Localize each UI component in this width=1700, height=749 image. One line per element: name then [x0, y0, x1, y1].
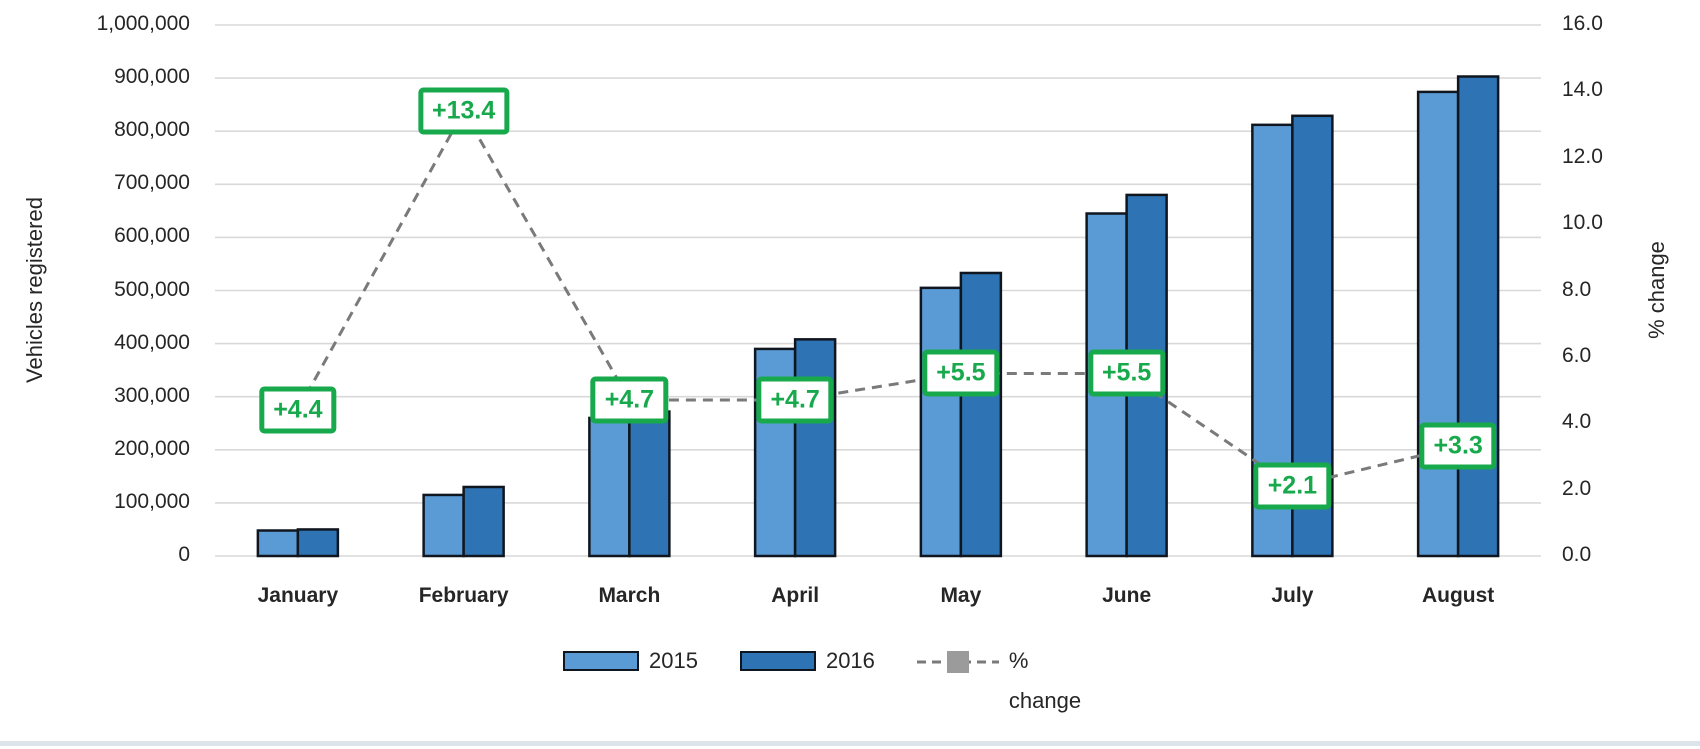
- pct-change-label-january: +4.4: [259, 386, 337, 434]
- pct-change-label-july: +2.1: [1253, 462, 1332, 510]
- pct-change-label-february: +13.4: [417, 87, 510, 135]
- legend-label-2016: 2016: [825, 648, 875, 673]
- bar-2015-august: [1416, 90, 1460, 558]
- bar-2015-january: [256, 529, 300, 558]
- right-axis-tick: 0.0: [1562, 543, 1592, 566]
- bar-2016-january: [296, 528, 340, 558]
- pct-change-label-april: +4.7: [756, 376, 834, 424]
- right-axis-tick: 14.0: [1562, 78, 1603, 102]
- right-axis-tick: 6.0: [1562, 343, 1592, 367]
- legend-item-2015: 2015: [563, 648, 698, 674]
- right-axis-tick: 2.0: [1562, 476, 1592, 500]
- page-bottom-divider: [0, 741, 1700, 746]
- legend-label-2015: 2015: [649, 648, 698, 673]
- legend-item-2016: 2016: [739, 648, 875, 674]
- x-axis-label-july: July: [1271, 584, 1314, 607]
- legend-label-pct-change: % change: [1008, 648, 1082, 713]
- right-axis-tick: 4.0: [1562, 410, 1592, 434]
- left-axis-tick: 1,000,000: [96, 12, 190, 35]
- right-axis-tick: 10.0: [1562, 211, 1603, 235]
- left-axis-tick: 100,000: [114, 489, 190, 513]
- bar-2016-may: [959, 271, 1003, 558]
- bar-2016-march: [628, 410, 671, 558]
- pct-change-label-march: +4.7: [590, 376, 669, 424]
- left-axis-tick: 400,000: [114, 330, 190, 354]
- right-axis-tick: 12.0: [1562, 144, 1603, 168]
- bar-2016-february: [462, 485, 505, 558]
- left-axis-tick: 900,000: [114, 65, 190, 89]
- bar-2015-may: [919, 286, 963, 558]
- left-axis-tick: 700,000: [114, 171, 190, 195]
- left-axis-tick: 0: [178, 543, 190, 566]
- bar-2015-february: [422, 493, 465, 558]
- x-axis-label-april: April: [771, 584, 820, 607]
- left-axis-tick: 600,000: [114, 224, 190, 248]
- x-axis-label-august: August: [1421, 584, 1495, 607]
- left-axis-tick: 800,000: [114, 118, 190, 142]
- x-axis-label-june: June: [1102, 584, 1152, 607]
- dashed-line-marker-icon: [916, 651, 999, 673]
- bar-2016-april: [793, 338, 837, 558]
- legend-item-pct-change: % change: [916, 648, 1093, 721]
- bar-2016-august: [1456, 75, 1500, 558]
- pct-change-label-june: +5.5: [1087, 349, 1166, 397]
- left-axis-tick: 300,000: [114, 383, 190, 407]
- legend-swatch-2015: [563, 651, 639, 671]
- left-axis-tick: 500,000: [114, 277, 190, 301]
- pct-change-label-august: +3.3: [1419, 422, 1497, 470]
- x-axis-label-february: February: [418, 584, 509, 607]
- legend-swatch-2016: [739, 651, 816, 671]
- x-axis-label-march: March: [598, 584, 661, 607]
- pct-change-label-may: +5.5: [922, 349, 1000, 397]
- right-axis-tick: 8.0: [1562, 277, 1592, 301]
- right-axis-tick: 16.0: [1562, 12, 1603, 35]
- legend: 2015 2016 % change: [563, 648, 1093, 721]
- bar-2015-march: [588, 416, 631, 558]
- x-axis-label-january: January: [257, 584, 339, 607]
- left-axis-tick: 200,000: [114, 436, 190, 460]
- pct-change-line: [296, 108, 1459, 488]
- x-axis-label-may: May: [940, 584, 982, 607]
